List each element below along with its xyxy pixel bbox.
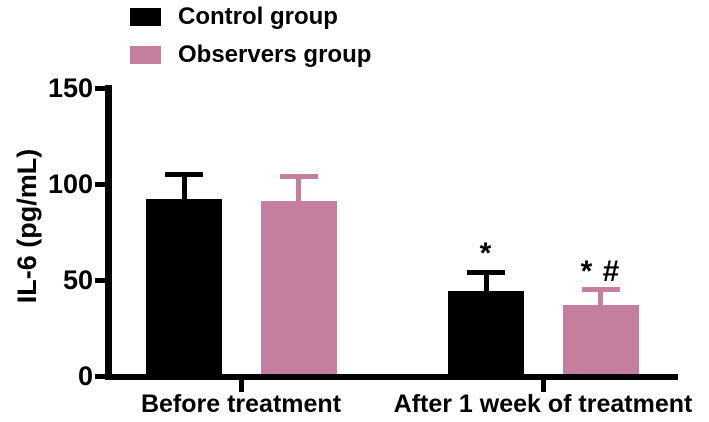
x-axis-tick <box>540 380 546 392</box>
legend-label-observers-group: Observers group <box>178 41 372 68</box>
error-bar-line <box>483 272 489 292</box>
legend: Control group Observers group <box>130 3 372 82</box>
y-axis-spine <box>105 85 112 380</box>
legend-label-control-group: Control group <box>178 3 338 30</box>
bar-control-0 <box>146 199 222 374</box>
significance-marker: * # <box>580 254 621 288</box>
error-bar-line <box>181 174 187 200</box>
y-axis-tick <box>95 277 105 283</box>
error-bar-cap <box>581 287 620 293</box>
legend-item-observers-group: Observers group <box>130 41 372 68</box>
x-axis-line <box>105 374 678 380</box>
y-axis-tick <box>95 85 105 91</box>
y-axis-tick <box>95 181 105 187</box>
error-bar-line <box>598 289 603 305</box>
x-category-label: Before treatment <box>140 390 342 418</box>
legend-swatch-observers-group <box>130 46 161 64</box>
error-bar-cap <box>279 173 318 179</box>
y-axis-title: IL-6 (pg/mL) <box>12 148 42 304</box>
bar-observers-0 <box>260 201 337 374</box>
x-category-label: After 1 week of treatment <box>393 390 693 418</box>
y-tick-label: 50 <box>62 265 93 295</box>
legend-item-control-group: Control group <box>130 3 371 30</box>
error-bar-cap <box>165 171 203 177</box>
error-bar-line <box>296 176 301 202</box>
y-axis-tick <box>95 373 105 379</box>
legend-swatch-control-group <box>130 8 161 26</box>
bar-control-1 <box>448 291 524 374</box>
y-tick-label: 150 <box>47 73 93 103</box>
x-axis-tick <box>238 380 244 392</box>
bar-observers-1 <box>562 304 639 374</box>
y-tick-label: 0 <box>77 361 93 391</box>
significance-marker: * <box>479 237 493 271</box>
y-tick-label: 100 <box>47 169 93 199</box>
error-bar-cap <box>467 269 505 275</box>
